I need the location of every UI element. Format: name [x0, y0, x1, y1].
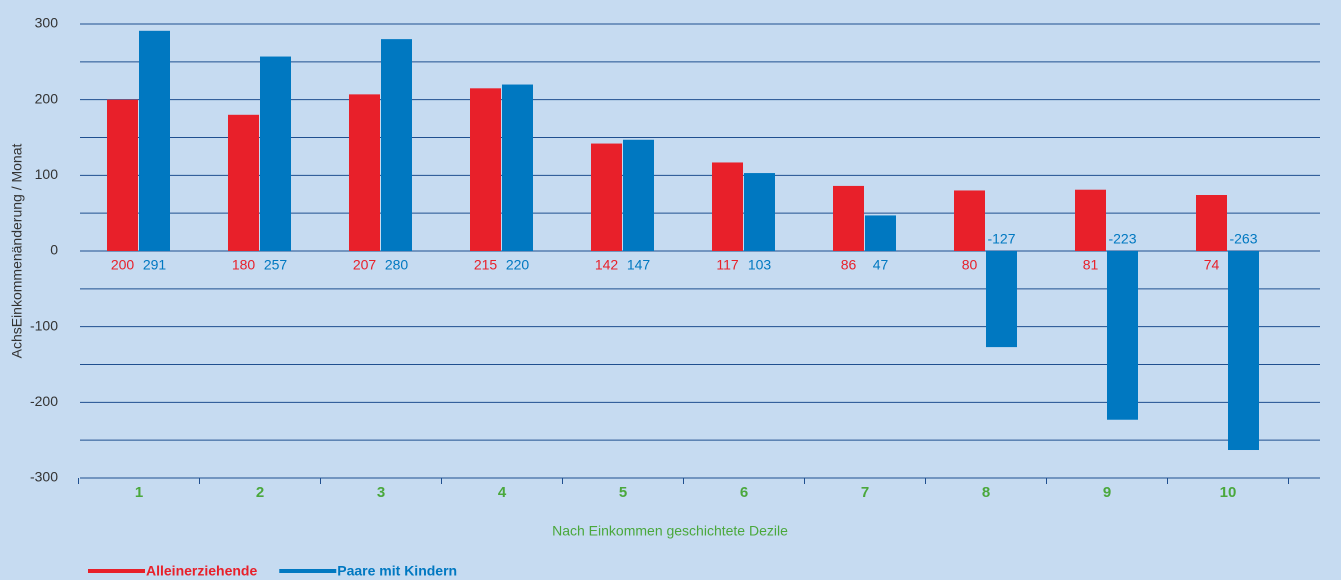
y-tick-label: -100 [30, 317, 58, 333]
bar [623, 139, 654, 251]
value-label: 280 [385, 257, 409, 273]
value-label: 103 [748, 257, 772, 273]
bar [381, 39, 412, 252]
y-tick-label: 0 [50, 242, 58, 258]
bar [1228, 251, 1259, 451]
bar [712, 162, 743, 251]
value-label: -127 [987, 231, 1015, 247]
x-tick-label: 6 [740, 484, 748, 501]
x-tick-label: 2 [256, 484, 264, 501]
y-tick-label: -200 [30, 393, 58, 409]
y-tick-label: 200 [35, 90, 59, 106]
value-label: 117 [716, 257, 739, 273]
value-label: 80 [962, 257, 978, 273]
x-tick-label: 1 [135, 484, 143, 501]
legend-label: Alleinerziehende [146, 563, 257, 579]
bar [986, 251, 1017, 348]
value-label: 291 [143, 257, 167, 273]
value-label: -223 [1108, 231, 1136, 247]
bar [1196, 195, 1227, 251]
value-label: 257 [264, 257, 288, 273]
bar [954, 190, 985, 251]
bar [1075, 189, 1106, 251]
bar [865, 215, 896, 251]
bar [502, 84, 533, 252]
value-label: 86 [841, 257, 857, 273]
value-label: 74 [1204, 257, 1220, 273]
value-label: 180 [232, 257, 256, 273]
value-label: 215 [474, 257, 498, 273]
y-axis-label: AchsEinkommenänderung / Monat [9, 144, 25, 359]
bar [228, 114, 259, 251]
x-tick-label: 8 [982, 484, 990, 501]
value-label: 200 [111, 257, 135, 273]
bar [744, 173, 775, 251]
y-tick-label: 300 [35, 15, 59, 31]
x-tick-label: 4 [498, 484, 507, 501]
x-tick-label: 3 [377, 484, 385, 501]
value-label: 207 [353, 257, 377, 273]
x-tick-label: 7 [861, 484, 869, 501]
value-label: 47 [873, 257, 889, 273]
legend-label: Paare mit Kindern [337, 563, 457, 579]
x-tick-label: 10 [1220, 484, 1237, 501]
bar [591, 143, 622, 251]
bar [107, 99, 138, 252]
bar [1107, 251, 1138, 420]
y-tick-label: 100 [35, 166, 59, 182]
value-label: -263 [1229, 231, 1257, 247]
x-tick-label: 9 [1103, 484, 1111, 501]
x-axis-label: Nach Einkommen geschichtete Dezile [552, 523, 788, 539]
value-label: 147 [627, 257, 651, 273]
bar [833, 185, 864, 251]
bar [139, 30, 170, 252]
value-label: 220 [506, 257, 530, 273]
bar [349, 94, 380, 252]
bar [260, 56, 291, 251]
x-tick-label: 5 [619, 484, 627, 501]
value-label: 142 [595, 257, 619, 273]
value-label: 81 [1083, 257, 1099, 273]
bar [470, 88, 501, 251]
y-tick-label: -300 [30, 469, 58, 485]
